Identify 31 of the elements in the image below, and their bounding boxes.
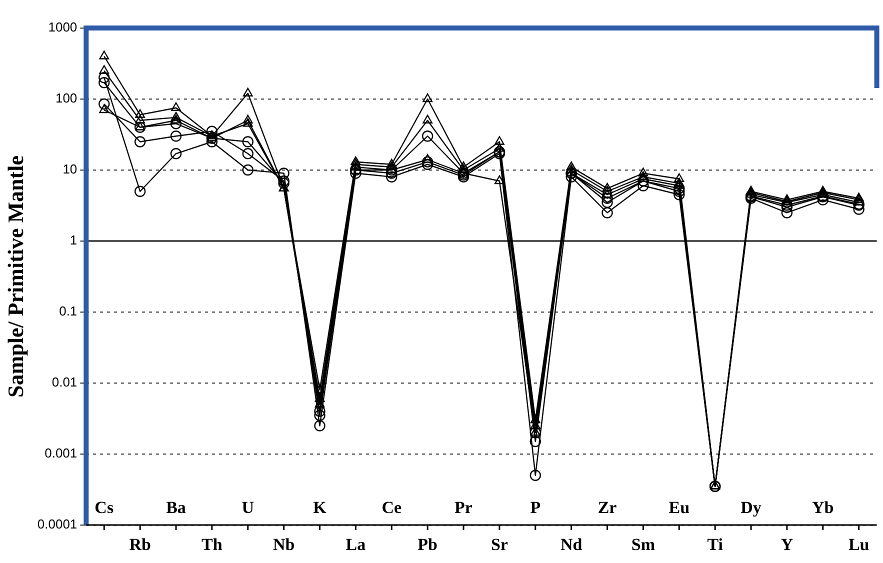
y-tick-label: 1000 — [48, 20, 78, 35]
y-tick-label: 0.0001 — [37, 516, 78, 532]
y-tick-label: 100 — [55, 90, 78, 106]
x-tick-label: Nd — [560, 535, 583, 554]
x-tick-label: Ti — [707, 535, 724, 554]
x-tick-label: Nb — [272, 535, 295, 554]
x-tick-label: Sr — [490, 535, 508, 554]
x-tick-label: Eu — [668, 498, 690, 517]
x-tick-label: Y — [780, 535, 794, 554]
x-tick-label: Zr — [598, 498, 618, 517]
x-tick-label: Dy — [740, 498, 762, 517]
x-tick-label: Ba — [166, 498, 186, 517]
x-tick-label: Lu — [848, 535, 870, 554]
x-tick-label: Yb — [812, 498, 834, 517]
y-tick-label: 0.001 — [44, 446, 78, 461]
x-tick-label: La — [346, 535, 366, 554]
x-tick-label: Pb — [418, 535, 438, 554]
x-tick-label: Th — [202, 535, 223, 554]
y-axis-title: Sample/ Primitive Mantle — [2, 155, 28, 398]
x-tick-label: Ce — [382, 498, 402, 517]
y-tick-label: 0.01 — [52, 374, 78, 390]
x-tick-label: Cs — [94, 498, 114, 517]
x-tick-label: Sm — [631, 535, 656, 554]
x-tick-label: Pr — [454, 498, 473, 517]
y-tick-label: 1 — [70, 232, 78, 248]
y-tick-label: 10 — [62, 162, 78, 177]
x-tick-label: P — [530, 498, 541, 517]
x-tick-label: K — [313, 498, 328, 517]
x-tick-label: Rb — [129, 535, 151, 554]
y-tick-label: 0.1 — [59, 304, 78, 319]
x-tick-label: U — [242, 498, 254, 517]
